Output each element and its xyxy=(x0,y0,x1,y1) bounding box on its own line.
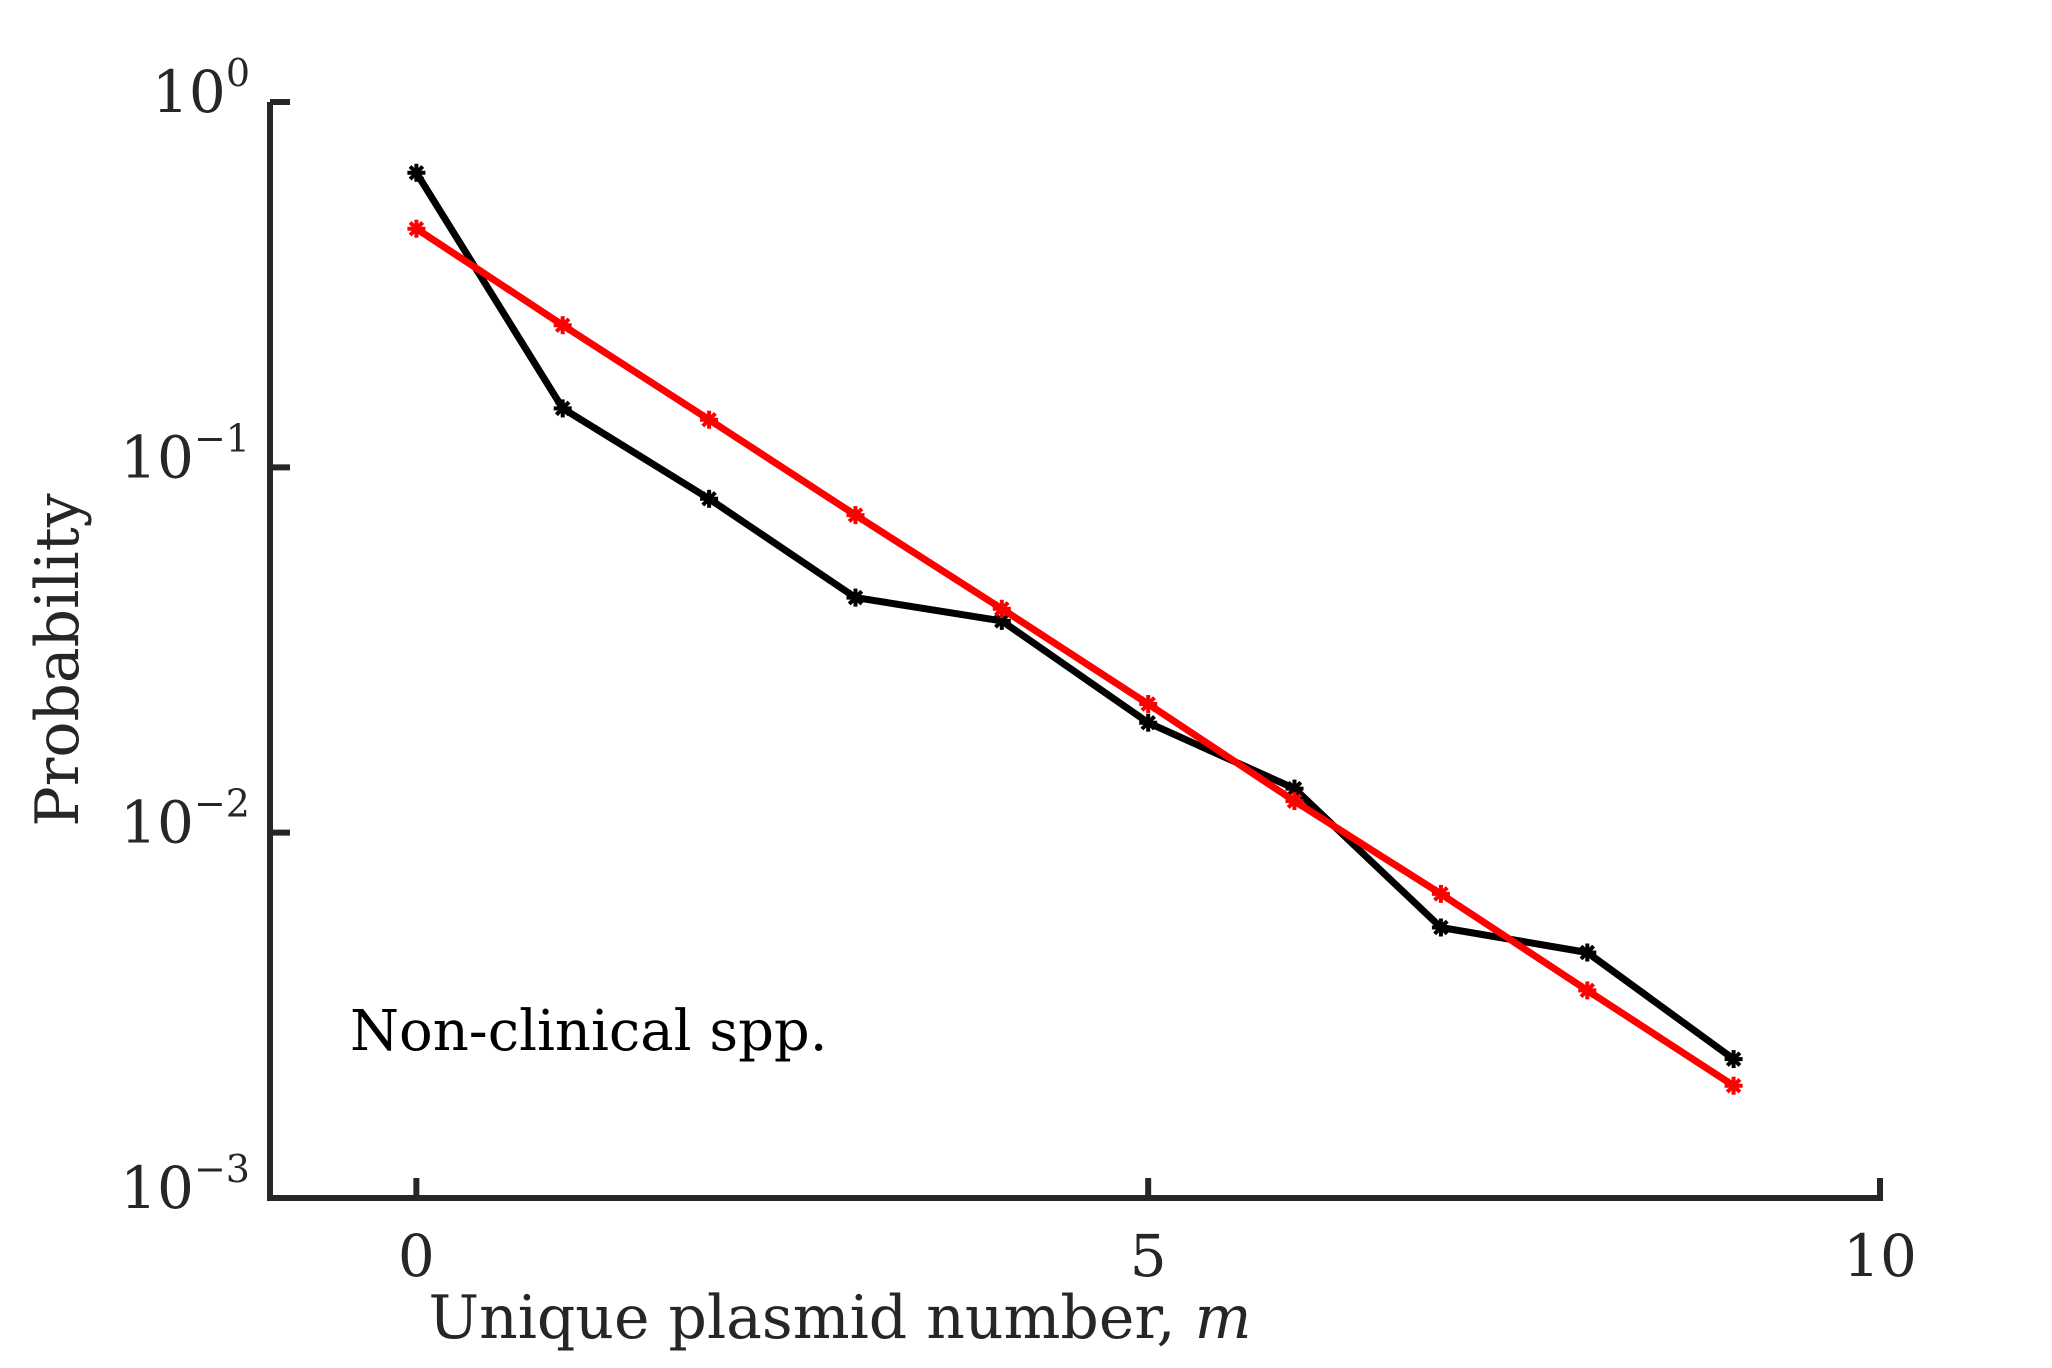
series-0-point xyxy=(700,489,719,508)
series-1-point xyxy=(700,410,719,429)
y-tick-label: 100 xyxy=(152,51,250,126)
annotation-text: Non-clinical spp. xyxy=(350,999,828,1064)
x-tick-label: 10 xyxy=(1843,1222,1917,1290)
x-axis-label-variable: m xyxy=(1195,1283,1252,1353)
series-0-point xyxy=(1724,1050,1743,1069)
y-tick-label-base: 10 xyxy=(120,423,194,491)
series-1-point xyxy=(1285,792,1304,811)
series-0-point xyxy=(992,611,1011,630)
x-axis-label: Unique plasmid number, m xyxy=(429,1283,1252,1353)
x-tick-label: 0 xyxy=(398,1222,435,1290)
y-tick-label-exponent: −2 xyxy=(194,782,250,826)
y-tick-label: 10−2 xyxy=(120,782,250,857)
y-tick-label-base: 10 xyxy=(152,58,226,126)
series-1-point xyxy=(1431,884,1450,903)
series-1-point xyxy=(407,219,426,238)
series-0-point xyxy=(1431,918,1450,937)
series-1-point xyxy=(1578,981,1597,1000)
series-1-line xyxy=(414,225,1736,1089)
x-tick-label: 5 xyxy=(1130,1222,1167,1290)
series-0-point xyxy=(1285,779,1304,798)
series-0-point xyxy=(407,163,426,182)
series-0-point xyxy=(846,588,865,607)
y-tick-label-exponent: 0 xyxy=(226,51,250,95)
series-layer xyxy=(407,163,1743,1095)
y-tick-label-base: 10 xyxy=(120,789,194,857)
axes-layer xyxy=(267,102,1883,1201)
x-axis-label-text: Unique plasmid number, xyxy=(429,1283,1176,1353)
series-1-point xyxy=(1139,695,1158,713)
y-tick-label-exponent: −3 xyxy=(194,1147,250,1191)
y-tick-label: 10−3 xyxy=(120,1147,250,1222)
series-1-point xyxy=(553,316,572,335)
series-0-point xyxy=(1578,943,1597,962)
series-0-point xyxy=(553,399,572,418)
series-1-point xyxy=(846,506,865,525)
series-0-line xyxy=(413,170,1736,1062)
series-1-point xyxy=(1724,1076,1743,1095)
y-tick-label-exponent: −1 xyxy=(194,416,250,460)
y-tick-label: 10−1 xyxy=(120,416,250,491)
series-1-point xyxy=(992,599,1011,618)
series-0-point xyxy=(1139,713,1158,732)
y-tick-label-base: 10 xyxy=(120,1154,194,1222)
y-axis-label: Probability xyxy=(23,493,93,826)
